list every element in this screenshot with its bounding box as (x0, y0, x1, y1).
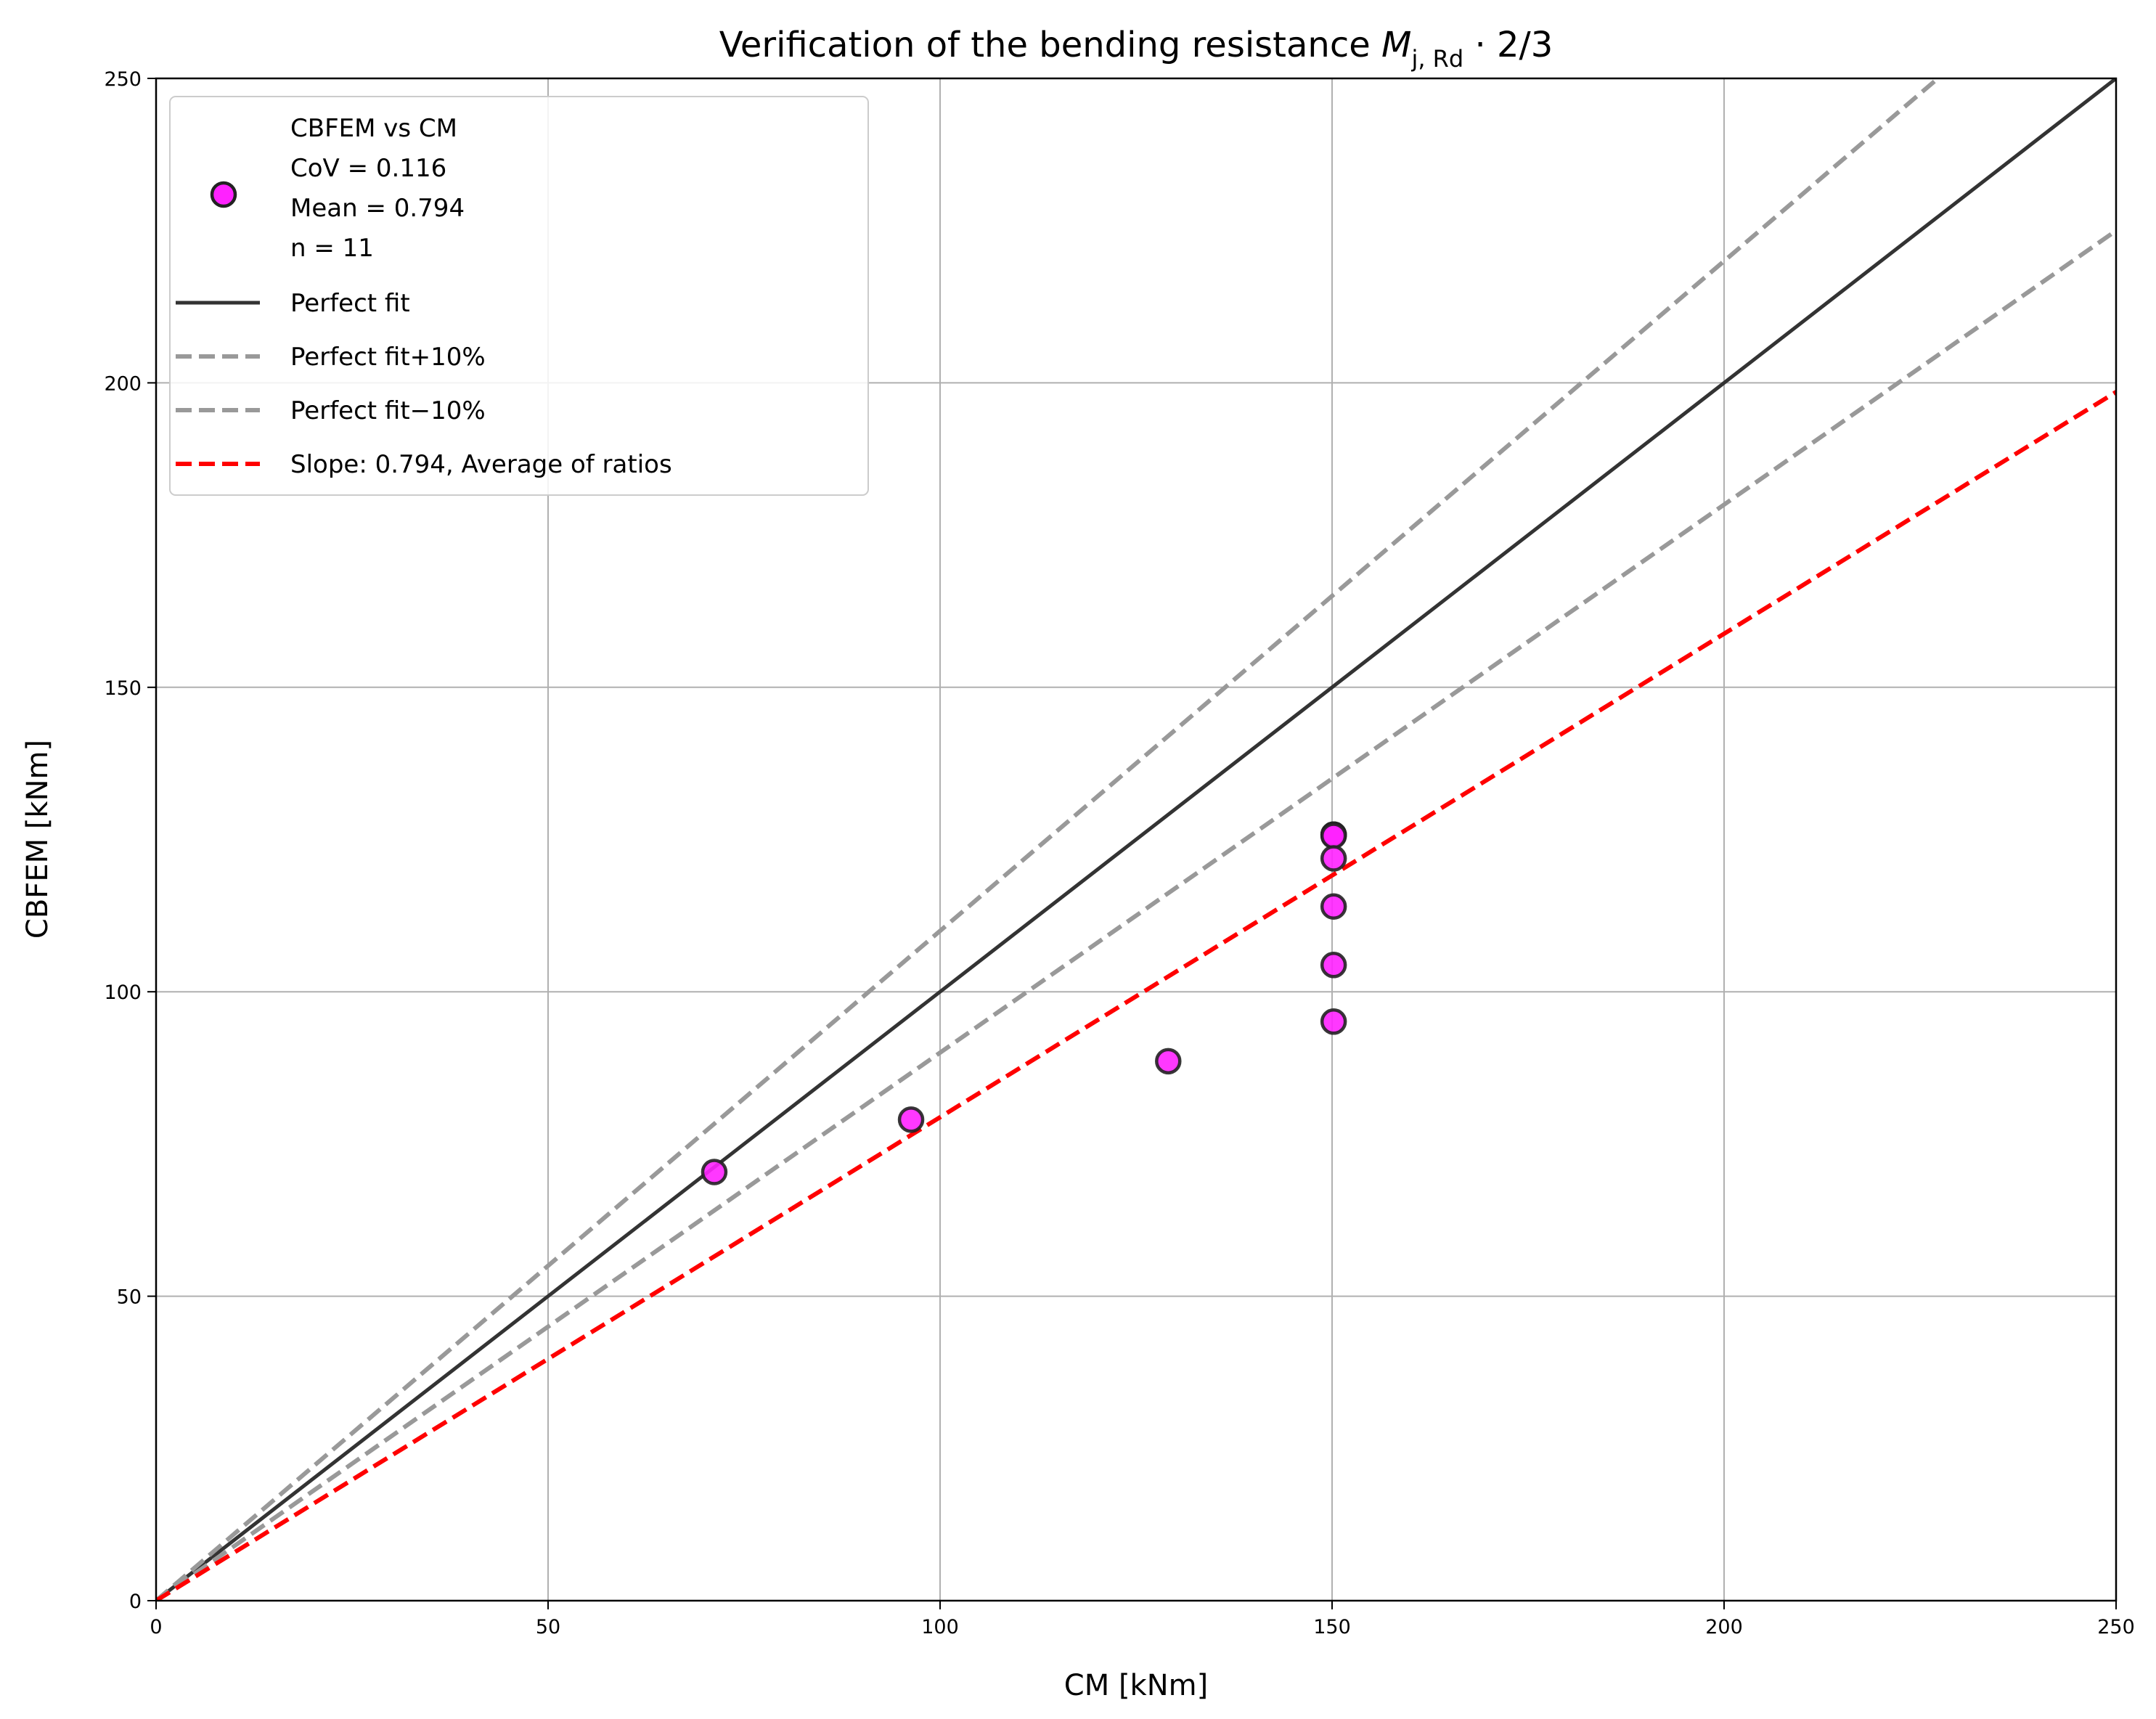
y-tick-label: 250 (104, 68, 142, 91)
legend-label: Mean = 0.794 (290, 194, 465, 223)
x-tick-label: 50 (536, 1616, 560, 1638)
x-tick-label: 0 (150, 1616, 162, 1638)
y-tick-label: 50 (117, 1286, 142, 1309)
plot-frame (155, 77, 2118, 1602)
data-point (1320, 952, 1347, 979)
y-tick-label: 200 (104, 372, 142, 395)
data-point (1320, 845, 1347, 872)
legend-label: Perfect fit−10% (290, 396, 486, 425)
ticks: 0 50 100 150 200 250 0 50 100 150 200 250 (104, 68, 2134, 1638)
legend-label: CBFEM vs CM (290, 114, 457, 143)
fit-line (156, 78, 2116, 1601)
legend-label: Perfect fit+10% (290, 343, 486, 372)
x-tick-label: 150 (1313, 1616, 1351, 1638)
x-tick-label: 200 (1705, 1616, 1743, 1638)
fit-line (156, 229, 2116, 1601)
chart-title: Verification of the bending resistance M… (719, 25, 1553, 73)
x-tick-label: 250 (2097, 1616, 2135, 1638)
y-tick-label: 150 (104, 677, 142, 700)
legend-label: n = 11 (290, 234, 374, 263)
y-axis-label: CBFEM [kNm] (21, 740, 54, 939)
data-point (897, 1106, 925, 1133)
y-tick-label: 100 (104, 981, 142, 1004)
data-point (1320, 822, 1347, 849)
fit-line (156, 390, 2116, 1601)
data-point (1320, 1008, 1347, 1035)
fit-lines (156, 78, 2116, 1601)
legend-label: Perfect fit (290, 289, 410, 318)
legend-marker (210, 181, 237, 208)
x-axis-label: CM [kNm] (1064, 1669, 1208, 1702)
data-point (1155, 1048, 1182, 1075)
legend-box (169, 96, 869, 496)
scatter-points (701, 821, 1347, 1185)
legend-label: Slope: 0.794, Average of ratios (290, 450, 672, 479)
legend: CBFEM vs CM CoV = 0.116 Mean = 0.794 n = 11… (169, 96, 869, 496)
x-tick-label: 100 (921, 1616, 959, 1638)
fit-line (156, 78, 1942, 1601)
data-point (1320, 893, 1347, 920)
legend-label: CoV = 0.116 (290, 154, 446, 183)
data-point (701, 1159, 728, 1185)
y-tick-label: 0 (129, 1591, 142, 1613)
